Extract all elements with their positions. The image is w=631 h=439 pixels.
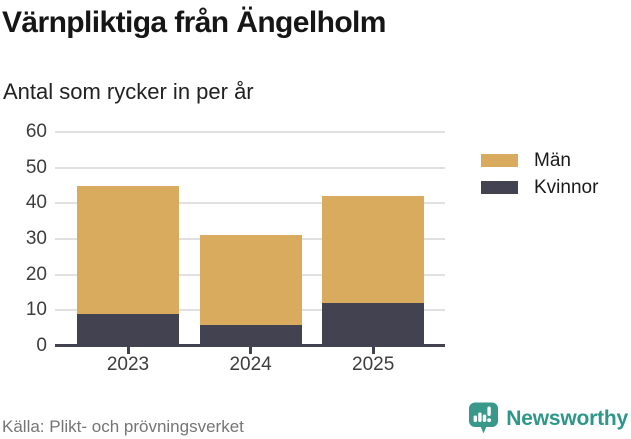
chart-title: Värnpliktiga från Ängelholm: [2, 6, 386, 39]
y-tick-label: 0: [36, 335, 47, 356]
y-tick-label: 10: [25, 299, 47, 321]
bar-segment-kvinnor-2024: [199, 324, 302, 346]
legend-label: Män: [534, 149, 571, 171]
legend-item-kvinnor: Kvinnor: [481, 176, 599, 198]
x-tick-label: 2025: [352, 354, 395, 375]
bar-segment-män-2025: [322, 196, 425, 304]
gridline-40: [55, 202, 445, 205]
plot-area: 2023 2024 2025: [55, 131, 445, 375]
y-tick-label: 60: [25, 121, 47, 142]
x-axis-line: [55, 344, 445, 347]
axis-tick-2024: [249, 347, 253, 354]
gridline-60: [55, 131, 445, 133]
legend-item-män: Män: [481, 149, 598, 171]
source-note: Källa: Plikt- och prövningsverket: [2, 417, 244, 436]
y-tick-label: 30: [25, 228, 47, 249]
legend-label: Kvinnor: [534, 176, 599, 198]
y-tick-label: 40: [25, 192, 47, 214]
axis-tick-2023: [126, 347, 130, 354]
legend-swatch-män: [481, 154, 518, 167]
gridline-50: [55, 166, 445, 169]
bar-segment-kvinnor-2023: [77, 313, 179, 346]
bar-segment-män-2024: [199, 235, 302, 325]
newsworthy-logo: Newsworthy: [468, 402, 628, 435]
legend: Män Kvinnor: [481, 149, 599, 205]
x-tick-label: 2023: [106, 354, 150, 375]
bar-segment-kvinnor-2025: [322, 303, 425, 346]
bar-segment-män-2023: [77, 185, 179, 314]
y-tick-label: 20: [25, 263, 47, 285]
chart-subtitle: Antal som rycker in per år: [3, 79, 254, 104]
y-axis-labels: 0 10 20 30 40 50 60: [0, 122, 47, 356]
newsworthy-icon: [469, 402, 499, 434]
y-tick-label: 50: [25, 156, 47, 178]
axis-tick-2025: [371, 347, 375, 354]
newsworthy-wordmark: Newsworthy: [506, 406, 628, 430]
legend-swatch-kvinnor: [481, 181, 518, 194]
x-tick-label: 2024: [229, 354, 272, 375]
